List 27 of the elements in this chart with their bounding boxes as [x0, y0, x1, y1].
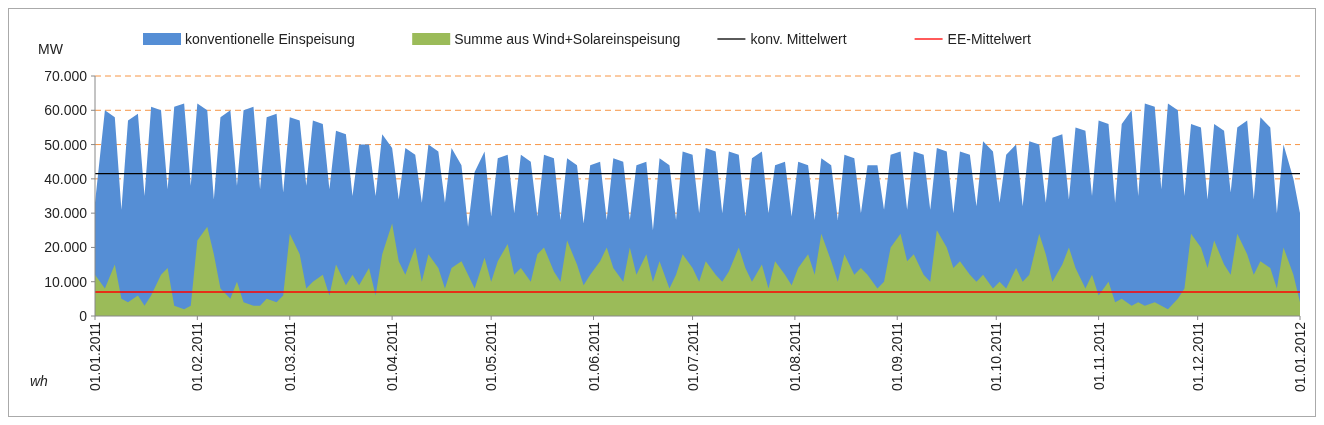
- y-axis-title: MW: [38, 41, 64, 57]
- y-tick-label: 70.000: [44, 68, 88, 84]
- x-tick-label: 01.09.2011: [889, 321, 906, 392]
- x-tick-label: 01.07.2011: [684, 321, 701, 392]
- x-tick-label: 01.06.2011: [585, 321, 602, 392]
- legend-label: Summe aus Wind+Solareinspeisung: [454, 31, 681, 47]
- x-tick-label: 01.08.2011: [786, 321, 803, 392]
- y-tick-label: 40.000: [44, 170, 88, 187]
- legend-label: konv. Mittelwert: [750, 31, 847, 47]
- x-tick-label: 01.11.2011: [1090, 321, 1107, 390]
- x-tick-label: 01.02.2011: [189, 321, 206, 392]
- y-tick-label: 50.000: [44, 136, 88, 153]
- x-tick-label: 01.03.2011: [281, 321, 298, 392]
- legend-label: konventionelle Einspeisung: [185, 31, 355, 47]
- x-tick-label: 01.01.2012: [1292, 321, 1308, 393]
- x-tick-label: 01.01.2011: [87, 321, 103, 392]
- text: wh: [30, 373, 49, 389]
- x-tick-label: 01.05.2011: [483, 321, 500, 392]
- legend-label: EE-Mittelwert: [947, 31, 1031, 47]
- x-tick-label: 01.12.2011: [1189, 321, 1206, 392]
- y-tick-label: 60.000: [44, 102, 88, 119]
- y-tick-label: 10.000: [44, 273, 88, 290]
- x-tick-label: 01.10.2011: [988, 321, 1005, 392]
- y-tick-label: 20.000: [44, 239, 88, 256]
- y-tick-label: 0: [79, 308, 88, 324]
- x-tick-label: 01.04.2011: [384, 321, 401, 392]
- y-tick-label: 30.000: [44, 205, 88, 222]
